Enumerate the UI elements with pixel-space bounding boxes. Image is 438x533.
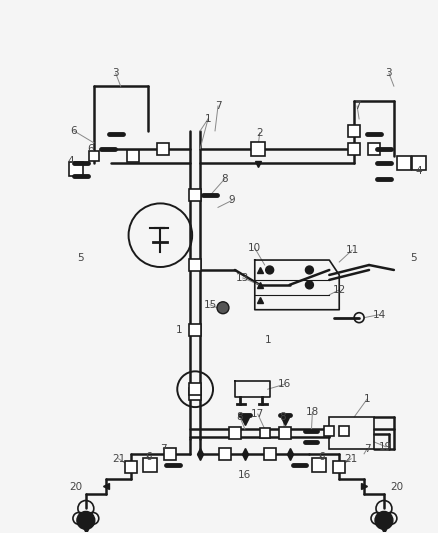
Text: 13: 13 xyxy=(236,273,250,283)
Text: 20: 20 xyxy=(390,482,403,491)
Bar xyxy=(260,428,270,438)
Text: 7: 7 xyxy=(215,101,221,111)
Bar xyxy=(124,461,137,473)
Text: 6: 6 xyxy=(88,144,94,154)
Bar xyxy=(229,427,241,439)
Text: 8: 8 xyxy=(237,412,243,422)
Bar xyxy=(368,143,380,155)
Circle shape xyxy=(217,302,229,314)
Bar xyxy=(219,448,231,460)
Text: 17: 17 xyxy=(251,409,265,419)
Text: 16: 16 xyxy=(278,379,291,389)
Bar xyxy=(329,417,374,449)
Text: 3: 3 xyxy=(385,68,392,78)
Text: 7: 7 xyxy=(364,444,371,454)
Bar xyxy=(189,190,201,201)
Bar xyxy=(189,383,201,395)
Text: 19: 19 xyxy=(379,442,392,452)
Text: 9: 9 xyxy=(229,196,235,205)
Text: 7: 7 xyxy=(354,101,360,111)
Text: 4: 4 xyxy=(67,156,74,166)
Text: 8: 8 xyxy=(222,174,228,183)
Text: 7: 7 xyxy=(160,444,167,454)
Text: 15: 15 xyxy=(203,300,217,310)
Bar xyxy=(397,156,411,169)
Bar xyxy=(312,458,326,472)
Text: 1: 1 xyxy=(176,325,183,335)
Text: 6: 6 xyxy=(318,452,325,462)
Bar xyxy=(339,426,349,436)
Text: 21: 21 xyxy=(345,454,358,464)
Text: 4: 4 xyxy=(415,166,422,175)
Text: 8: 8 xyxy=(279,412,286,422)
Bar xyxy=(164,448,176,460)
Bar xyxy=(69,161,83,175)
Bar xyxy=(324,426,334,436)
Bar xyxy=(189,259,201,271)
Bar xyxy=(89,151,99,160)
Bar xyxy=(412,156,426,169)
Circle shape xyxy=(375,512,393,529)
Bar xyxy=(189,388,201,400)
Circle shape xyxy=(305,266,314,274)
Bar xyxy=(251,142,265,156)
Text: 12: 12 xyxy=(332,285,346,295)
Text: 11: 11 xyxy=(346,245,359,255)
Text: 5: 5 xyxy=(410,253,417,263)
Text: 14: 14 xyxy=(372,310,385,320)
Text: 1: 1 xyxy=(265,335,271,344)
Circle shape xyxy=(266,266,274,274)
Bar xyxy=(348,143,360,155)
Text: 1: 1 xyxy=(205,114,212,124)
Text: 6: 6 xyxy=(145,452,152,462)
Bar xyxy=(127,150,138,161)
Text: 21: 21 xyxy=(112,454,125,464)
Text: 1: 1 xyxy=(364,394,371,404)
Bar xyxy=(157,143,170,155)
Text: 18: 18 xyxy=(306,407,319,417)
Bar xyxy=(279,427,290,439)
Text: 5: 5 xyxy=(78,253,84,263)
Text: 20: 20 xyxy=(69,482,82,491)
Text: 10: 10 xyxy=(248,243,261,253)
Text: 6: 6 xyxy=(71,126,77,136)
Text: 16: 16 xyxy=(238,470,251,480)
Bar xyxy=(264,448,276,460)
Bar xyxy=(189,324,201,336)
Bar xyxy=(144,458,157,472)
Text: 2: 2 xyxy=(256,128,263,138)
Bar xyxy=(348,125,360,137)
Circle shape xyxy=(305,281,314,289)
Text: 3: 3 xyxy=(113,68,119,78)
Circle shape xyxy=(77,512,95,529)
Bar xyxy=(333,461,345,473)
